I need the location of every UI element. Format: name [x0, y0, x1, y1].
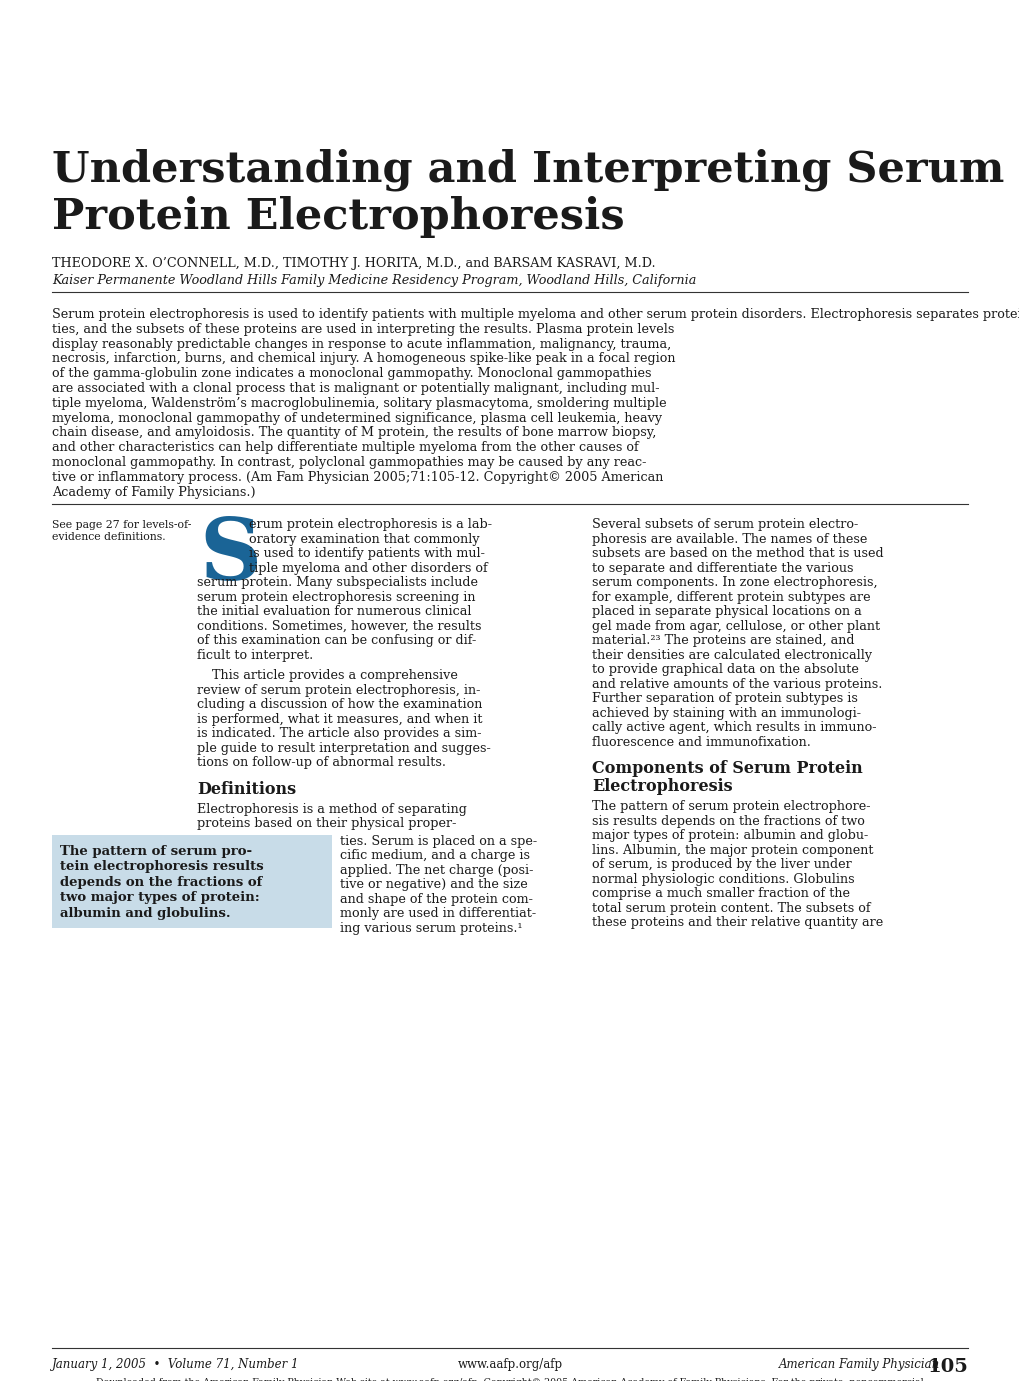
Text: Definitions: Definitions: [197, 780, 296, 798]
Text: Protein Electrophoresis: Protein Electrophoresis: [52, 196, 624, 238]
Text: tiple myeloma, Waldenström’s macroglobulinemia, solitary plasmacytoma, smolderin: tiple myeloma, Waldenström’s macroglobul…: [52, 396, 666, 410]
Text: This article provides a comprehensive: This article provides a comprehensive: [212, 670, 458, 682]
Text: subsets are based on the method that is used: subsets are based on the method that is …: [592, 547, 883, 561]
Text: American Family Physician: American Family Physician: [777, 1358, 940, 1371]
Text: www.aafp.org/afp: www.aafp.org/afp: [457, 1358, 562, 1371]
Text: myeloma, monoclonal gammopathy of undetermined significance, plasma cell leukemi: myeloma, monoclonal gammopathy of undete…: [52, 412, 661, 424]
Text: ties, and the subsets of these proteins are used in interpreting the results. Pl: ties, and the subsets of these proteins …: [52, 323, 674, 336]
Text: chain disease, and amyloidosis. The quantity of M protein, the results of bone m: chain disease, and amyloidosis. The quan…: [52, 427, 656, 439]
FancyBboxPatch shape: [52, 836, 332, 928]
Text: tive or negative) and the size: tive or negative) and the size: [340, 878, 528, 891]
Text: of this examination can be confusing or dif-: of this examination can be confusing or …: [197, 634, 476, 648]
Text: are associated with a clonal process that is malignant or potentially malignant,: are associated with a clonal process tha…: [52, 383, 659, 395]
Text: their densities are calculated electronically: their densities are calculated electroni…: [592, 649, 872, 661]
Text: ties. Serum is placed on a spe-: ties. Serum is placed on a spe-: [340, 836, 537, 848]
Text: of serum, is produced by the liver under: of serum, is produced by the liver under: [592, 859, 852, 871]
Text: to provide graphical data on the absolute: to provide graphical data on the absolut…: [592, 663, 859, 677]
Text: two major types of protein:: two major types of protein:: [60, 891, 260, 905]
Text: ing various serum proteins.¹: ing various serum proteins.¹: [340, 923, 522, 935]
Text: lins. Albumin, the major protein component: lins. Albumin, the major protein compone…: [592, 844, 873, 856]
Text: the initial evaluation for numerous clinical: the initial evaluation for numerous clin…: [197, 605, 471, 619]
Text: and shape of the protein com-: and shape of the protein com-: [340, 894, 533, 906]
Text: tive or inflammatory process. (Am Fam Physician 2005;71:105-12. Copyright© 2005 : tive or inflammatory process. (Am Fam Ph…: [52, 471, 662, 483]
Text: of the gamma-globulin zone indicates a monoclonal gammopathy. Monoclonal gammopa: of the gamma-globulin zone indicates a m…: [52, 367, 651, 380]
Text: major types of protein: albumin and globu-: major types of protein: albumin and glob…: [592, 830, 868, 842]
Text: albumin and globulins.: albumin and globulins.: [60, 907, 230, 920]
Text: The pattern of serum pro-: The pattern of serum pro-: [60, 845, 252, 858]
Text: for example, different protein subtypes are: for example, different protein subtypes …: [592, 591, 870, 603]
Text: gel made from agar, cellulose, or other plant: gel made from agar, cellulose, or other …: [592, 620, 879, 632]
Text: tions on follow-up of abnormal results.: tions on follow-up of abnormal results.: [197, 757, 445, 769]
Text: necrosis, infarction, burns, and chemical injury. A homogeneous spike-like peak : necrosis, infarction, burns, and chemica…: [52, 352, 675, 366]
Text: normal physiologic conditions. Globulins: normal physiologic conditions. Globulins: [592, 873, 854, 885]
Text: 105: 105: [926, 1358, 967, 1375]
Text: Electrophoresis: Electrophoresis: [592, 779, 733, 795]
Text: depends on the fractions of: depends on the fractions of: [60, 876, 262, 889]
Text: evidence definitions.: evidence definitions.: [52, 533, 165, 543]
Text: fluorescence and immunofixation.: fluorescence and immunofixation.: [592, 736, 810, 749]
Text: cific medium, and a charge is: cific medium, and a charge is: [340, 849, 530, 862]
Text: January 1, 2005  •  Volume 71, Number 1: January 1, 2005 • Volume 71, Number 1: [52, 1358, 300, 1371]
Text: Components of Serum Protein: Components of Serum Protein: [592, 761, 862, 778]
Text: Further separation of protein subtypes is: Further separation of protein subtypes i…: [592, 692, 858, 706]
Text: Understanding and Interpreting Serum: Understanding and Interpreting Serum: [52, 148, 1004, 191]
Text: is performed, what it measures, and when it: is performed, what it measures, and when…: [197, 713, 482, 726]
Text: sis results depends on the fractions of two: sis results depends on the fractions of …: [592, 815, 864, 827]
Text: S: S: [199, 514, 261, 598]
Text: to separate and differentiate the various: to separate and differentiate the variou…: [592, 562, 853, 574]
Text: is indicated. The article also provides a sim-: is indicated. The article also provides …: [197, 728, 481, 740]
Text: monly are used in differentiat-: monly are used in differentiat-: [340, 907, 536, 920]
Text: serum protein. Many subspecialists include: serum protein. Many subspecialists inclu…: [197, 576, 478, 590]
Text: See page 27 for levels-of-: See page 27 for levels-of-: [52, 521, 192, 530]
Text: Kaiser Permanente Woodland Hills Family Medicine Residency Program, Woodland Hil: Kaiser Permanente Woodland Hills Family …: [52, 273, 696, 287]
Text: serum protein electrophoresis screening in: serum protein electrophoresis screening …: [197, 591, 475, 603]
Text: and relative amounts of the various proteins.: and relative amounts of the various prot…: [592, 678, 882, 690]
Text: THEODORE X. O’CONNELL, M.D., TIMOTHY J. HORITA, M.D., and BARSAM KASRAVI, M.D.: THEODORE X. O’CONNELL, M.D., TIMOTHY J. …: [52, 257, 655, 271]
Text: ficult to interpret.: ficult to interpret.: [197, 649, 313, 661]
Text: is used to identify patients with mul-: is used to identify patients with mul-: [249, 547, 484, 561]
Text: comprise a much smaller fraction of the: comprise a much smaller fraction of the: [592, 888, 850, 900]
Text: material.²³ The proteins are stained, and: material.²³ The proteins are stained, an…: [592, 634, 854, 648]
Text: applied. The net charge (posi-: applied. The net charge (posi-: [340, 865, 533, 877]
Text: tiple myeloma and other disorders of: tiple myeloma and other disorders of: [249, 562, 487, 574]
Text: Downloaded from the American Family Physician Web site at www.aafp.org/afp. Copy: Downloaded from the American Family Phys…: [96, 1378, 923, 1381]
Text: total serum protein content. The subsets of: total serum protein content. The subsets…: [592, 902, 870, 914]
Text: oratory examination that commonly: oratory examination that commonly: [249, 533, 479, 545]
Text: achieved by staining with an immunologi-: achieved by staining with an immunologi-: [592, 707, 861, 720]
Text: display reasonably predictable changes in response to acute inflammation, malign: display reasonably predictable changes i…: [52, 337, 671, 351]
Text: these proteins and their relative quantity are: these proteins and their relative quanti…: [592, 917, 882, 929]
Text: The pattern of serum protein electrophore-: The pattern of serum protein electrophor…: [592, 801, 870, 813]
Text: ple guide to result interpretation and sugges-: ple guide to result interpretation and s…: [197, 742, 490, 755]
Text: monoclonal gammopathy. In contrast, polyclonal gammopathies may be caused by any: monoclonal gammopathy. In contrast, poly…: [52, 456, 646, 470]
Text: cluding a discussion of how the examination: cluding a discussion of how the examinat…: [197, 699, 482, 711]
Text: review of serum protein electrophoresis, in-: review of serum protein electrophoresis,…: [197, 684, 480, 697]
Text: phoresis are available. The names of these: phoresis are available. The names of the…: [592, 533, 867, 545]
Text: erum protein electrophoresis is a lab-: erum protein electrophoresis is a lab-: [249, 518, 491, 532]
Text: placed in separate physical locations on a: placed in separate physical locations on…: [592, 605, 861, 619]
Text: serum components. In zone electrophoresis,: serum components. In zone electrophoresi…: [592, 576, 877, 590]
Text: and other characteristics can help differentiate multiple myeloma from the other: and other characteristics can help diffe…: [52, 441, 638, 454]
Text: cally active agent, which results in immuno-: cally active agent, which results in imm…: [592, 721, 876, 735]
Text: Electrophoresis is a method of separating: Electrophoresis is a method of separatin…: [197, 802, 467, 816]
Text: Several subsets of serum protein electro-: Several subsets of serum protein electro…: [592, 518, 858, 532]
Text: Serum protein electrophoresis is used to identify patients with multiple myeloma: Serum protein electrophoresis is used to…: [52, 308, 1019, 320]
Text: Academy of Family Physicians.): Academy of Family Physicians.): [52, 486, 256, 499]
Text: tein electrophoresis results: tein electrophoresis results: [60, 860, 263, 873]
Text: proteins based on their physical proper-: proteins based on their physical proper-: [197, 818, 455, 830]
Text: conditions. Sometimes, however, the results: conditions. Sometimes, however, the resu…: [197, 620, 481, 632]
